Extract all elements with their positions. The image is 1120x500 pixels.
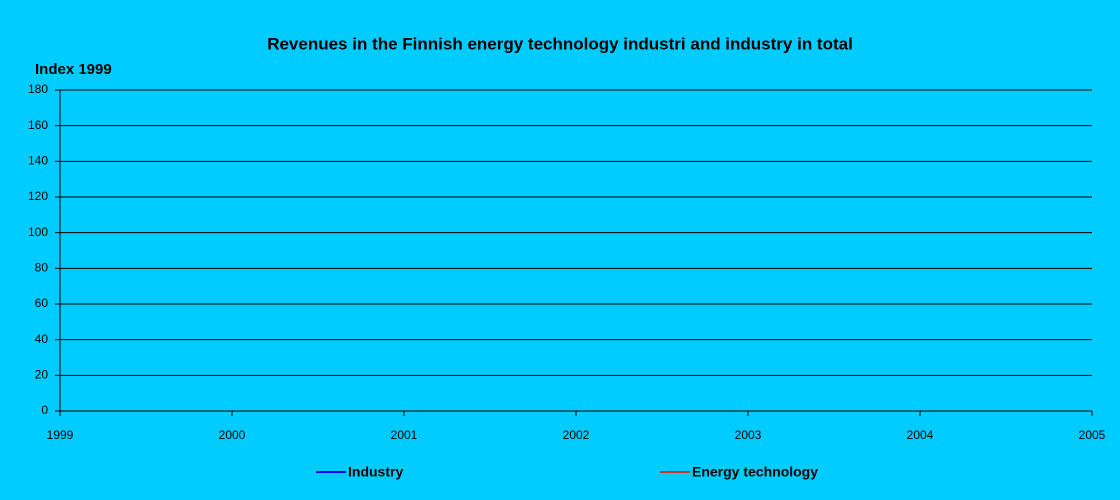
y-tick-label: 100: [28, 225, 48, 239]
y-tick-label: 20: [35, 368, 49, 382]
x-tick-label: 2003: [735, 428, 762, 442]
y-axis-label: Index 1999: [35, 61, 112, 78]
y-tick-label: 60: [35, 296, 49, 310]
x-tick-label: 2000: [219, 428, 246, 442]
y-tick-label: 40: [35, 332, 49, 346]
x-tick-label: 2004: [907, 428, 934, 442]
y-tick-label: 140: [28, 154, 48, 168]
x-tick-label: 2002: [563, 428, 590, 442]
y-tick-label: 120: [28, 189, 48, 203]
y-tick-label: 160: [28, 118, 48, 132]
x-tick-label: 2005: [1079, 428, 1106, 442]
x-tick-label: 1999: [47, 428, 74, 442]
legend-label: Energy technology: [692, 464, 818, 480]
y-tick-label: 0: [41, 403, 48, 417]
y-tick-label: 180: [28, 82, 48, 96]
legend-label: Industry: [348, 464, 403, 480]
chart-title: Revenues in the Finnish energy technolog…: [267, 34, 853, 53]
x-tick-label: 2001: [391, 428, 418, 442]
y-tick-label: 80: [35, 261, 49, 275]
